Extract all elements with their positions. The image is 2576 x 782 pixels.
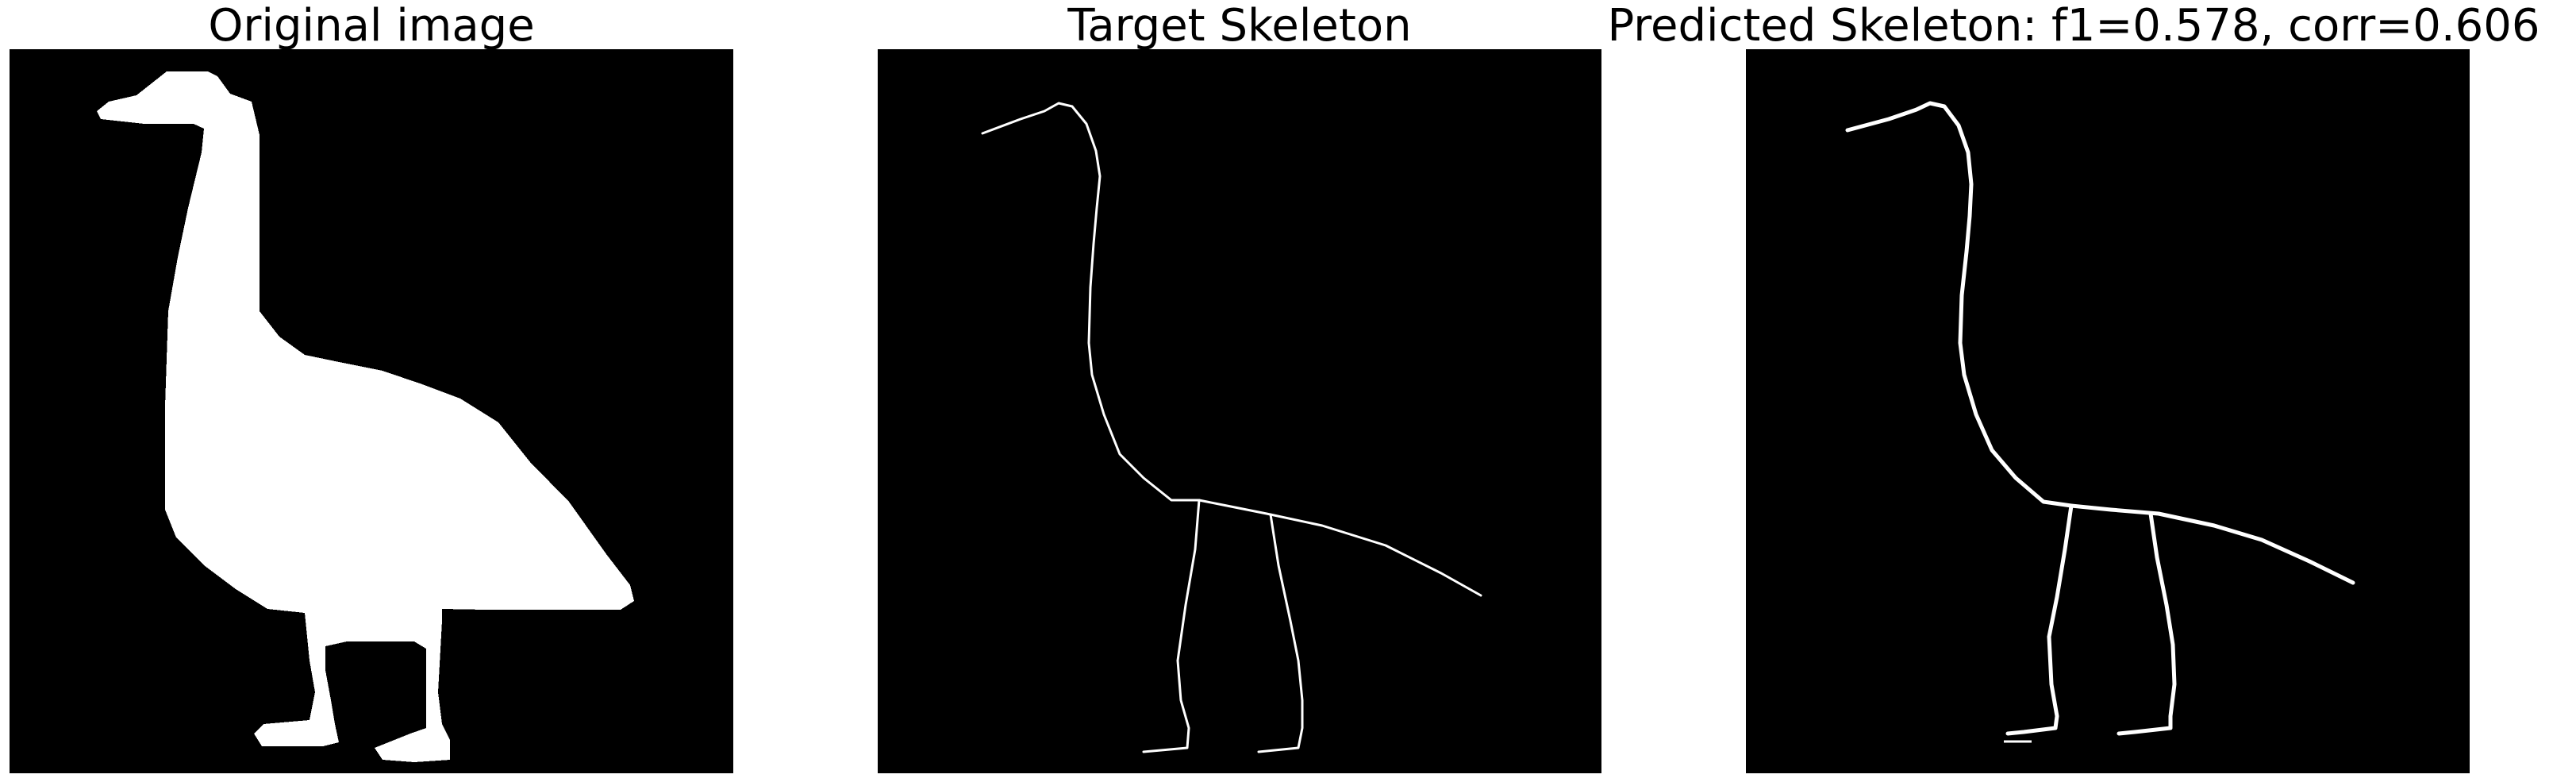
predicted-skeleton-panel [1746, 49, 2470, 773]
predicted-skeleton-back-leg-stroke [2117, 511, 2177, 736]
predicted-skeleton-image [1845, 101, 2355, 743]
original-image-title: Original image [208, 0, 535, 52]
goose-silhouette-image [97, 71, 634, 762]
predicted-skeleton-title: Predicted Skeleton: f1=0.578, corr=0.606 [1607, 0, 2540, 52]
predicted-skeleton-back-stroke [2069, 503, 2355, 585]
target-skeleton-back-leg-stroke [1257, 513, 1304, 753]
target-skeleton-title: Target Skeleton [1067, 0, 1412, 52]
target-skeleton-neck-stroke [981, 102, 1201, 502]
target-skeleton-panel [878, 49, 1601, 773]
target-skeleton-image [981, 102, 1482, 753]
predicted-skeleton-neck-stroke [1845, 101, 2074, 508]
target-skeleton-front-leg-stroke [1142, 499, 1201, 753]
predicted-skeleton-front-leg-stroke [2005, 503, 2074, 736]
target-skeleton-back-stroke [1198, 499, 1482, 597]
goose-body-shape [97, 71, 634, 762]
original-image-panel [10, 49, 733, 773]
